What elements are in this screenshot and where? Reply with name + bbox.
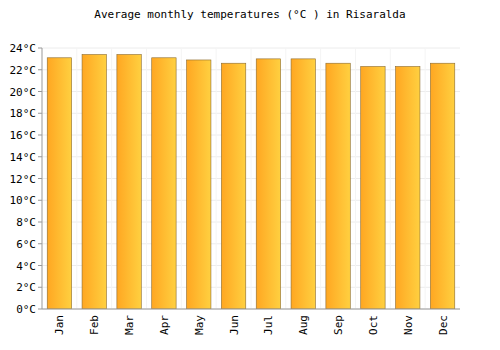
- chart-container: Average monthly temperatures (°C ) in Ri…: [0, 0, 500, 350]
- grid-line-vertical: [285, 48, 286, 309]
- y-tick-label: 4°C: [16, 260, 36, 273]
- grid-line-vertical: [355, 48, 356, 309]
- y-tick-label: 18°C: [10, 107, 37, 120]
- bar: [187, 60, 211, 309]
- x-tick-label: Mar: [123, 315, 136, 335]
- y-tick-label: 16°C: [10, 129, 37, 142]
- y-tick: [38, 156, 42, 157]
- grid-line-vertical: [251, 48, 252, 309]
- y-tick: [38, 222, 42, 223]
- bar: [326, 63, 350, 309]
- y-tick-label: 6°C: [16, 238, 36, 251]
- y-axis: [42, 48, 43, 309]
- bar: [221, 63, 245, 309]
- grid-line-vertical: [425, 48, 426, 309]
- bar: [47, 58, 71, 309]
- x-tick-label: Nov: [402, 315, 415, 335]
- y-tick-label: 24°C: [10, 42, 37, 55]
- x-axis: [42, 309, 460, 310]
- y-tick-label: 8°C: [16, 216, 36, 229]
- y-tick-label: 20°C: [10, 86, 37, 99]
- x-tick-label: Oct: [367, 315, 380, 335]
- y-tick: [38, 200, 42, 201]
- y-tick: [38, 48, 42, 49]
- y-tick: [38, 135, 42, 136]
- y-tick: [38, 309, 42, 310]
- grid-line-vertical: [111, 48, 112, 309]
- x-tick-label: May: [193, 315, 206, 335]
- y-tick: [38, 178, 42, 179]
- title: Average monthly temperatures (°C ) in Ri…: [94, 8, 405, 21]
- y-tick: [38, 265, 42, 266]
- grid-line-vertical: [76, 48, 77, 309]
- y-tick-label: 12°C: [10, 173, 37, 186]
- grid-line-vertical: [320, 48, 321, 309]
- y-tick-label: 2°C: [16, 281, 36, 294]
- y-tick-label: 0°C: [16, 303, 36, 316]
- bar: [396, 66, 420, 309]
- y-tick-label: 22°C: [10, 64, 37, 77]
- x-tick-label: Aug: [297, 315, 310, 335]
- bar: [82, 55, 106, 309]
- bar: [430, 63, 454, 309]
- y-tick-label: 14°C: [10, 151, 37, 164]
- bar: [361, 66, 385, 309]
- grid-line-vertical: [146, 48, 147, 309]
- grid-line-vertical: [216, 48, 217, 309]
- y-tick: [38, 243, 42, 244]
- y-tick: [38, 287, 42, 288]
- x-tick-label: Jan: [53, 315, 66, 335]
- y-tick: [38, 113, 42, 114]
- grid-line-vertical: [390, 48, 391, 309]
- x-tick-label: Jun: [228, 315, 241, 335]
- chart: Average monthly temperatures (°C ) in Ri…: [0, 0, 500, 350]
- x-tick-label: Jul: [262, 315, 275, 335]
- grid-line-vertical: [181, 48, 182, 309]
- y-tick-label: 10°C: [10, 194, 37, 207]
- x-tick-label: Apr: [158, 315, 171, 335]
- bar: [256, 59, 280, 309]
- grid-line: [42, 309, 460, 310]
- bar: [291, 59, 315, 309]
- bar: [152, 58, 176, 309]
- y-tick: [38, 91, 42, 92]
- x-tick-label: Feb: [88, 315, 101, 335]
- y-tick: [38, 69, 42, 70]
- bar: [117, 55, 141, 309]
- bars: [47, 55, 455, 309]
- x-tick-label: Sep: [332, 315, 345, 335]
- x-tick-label: Dec: [437, 315, 450, 335]
